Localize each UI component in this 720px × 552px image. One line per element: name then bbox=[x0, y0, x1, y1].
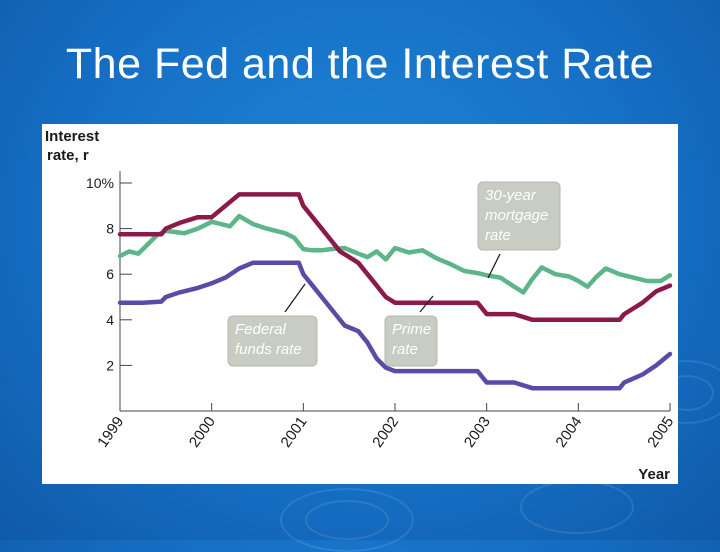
annotation-text: Prime bbox=[392, 321, 431, 338]
y-tick-label: 8 bbox=[106, 221, 114, 237]
annotation-box bbox=[227, 315, 318, 367]
annotation-pointer bbox=[284, 283, 306, 313]
axes: 10% 8 6 4 2 1999 2000 2001 2002 2003 2004 2005 bbox=[86, 171, 677, 451]
annotation-text: funds rate bbox=[235, 341, 302, 358]
annotation-text: Federal bbox=[235, 321, 287, 338]
background-ripple bbox=[520, 480, 634, 534]
y-tick-label: 4 bbox=[106, 312, 114, 328]
annotation-pointer bbox=[419, 295, 434, 313]
y-axis-label-line2: rate, r bbox=[47, 147, 89, 164]
annotation-pointer bbox=[487, 253, 501, 279]
series-lines bbox=[117, 192, 673, 391]
annotation-text: rate bbox=[392, 341, 418, 358]
x-tick-label: 2002 bbox=[369, 414, 402, 451]
y-tick-label: 10% bbox=[86, 175, 114, 191]
x-axis-label: Year bbox=[638, 466, 670, 483]
interest-rate-chart: Interest rate, r Year 10% 8 6 4 2 1999 2000 200… bbox=[45, 128, 677, 483]
annotations: 30-year mortgage rate Federal funds rate Prim… bbox=[227, 181, 561, 367]
series-line-federal-funds-rate bbox=[117, 260, 673, 391]
x-tick-label: 1999 bbox=[94, 414, 127, 451]
annotation-box bbox=[477, 181, 561, 251]
y-axis-label-line1: Interest bbox=[45, 128, 99, 145]
background-ripple bbox=[305, 500, 389, 540]
y-tick-label: 2 bbox=[106, 357, 114, 373]
x-tick-label: 2000 bbox=[186, 414, 219, 451]
slide-title: The Fed and the Interest Rate bbox=[65, 40, 655, 88]
x-tick-label: 2005 bbox=[644, 414, 677, 451]
x-tick-label: 2003 bbox=[461, 414, 494, 451]
annotation-text: 30-year bbox=[485, 187, 537, 204]
annotation-box bbox=[384, 315, 438, 367]
y-tick-label: 6 bbox=[106, 266, 114, 282]
series-line-30-year-mortgage-rate bbox=[117, 213, 673, 295]
chart-panel: Interest rate, r Year 10% 8 6 4 2 1999 2000 200… bbox=[42, 124, 678, 484]
annotation-text: rate bbox=[485, 227, 511, 244]
series-line-prime-rate bbox=[117, 192, 673, 323]
x-tick-label: 2004 bbox=[553, 414, 586, 451]
x-tick-label: 2001 bbox=[278, 414, 311, 451]
annotation-text: mortgage bbox=[485, 207, 548, 224]
